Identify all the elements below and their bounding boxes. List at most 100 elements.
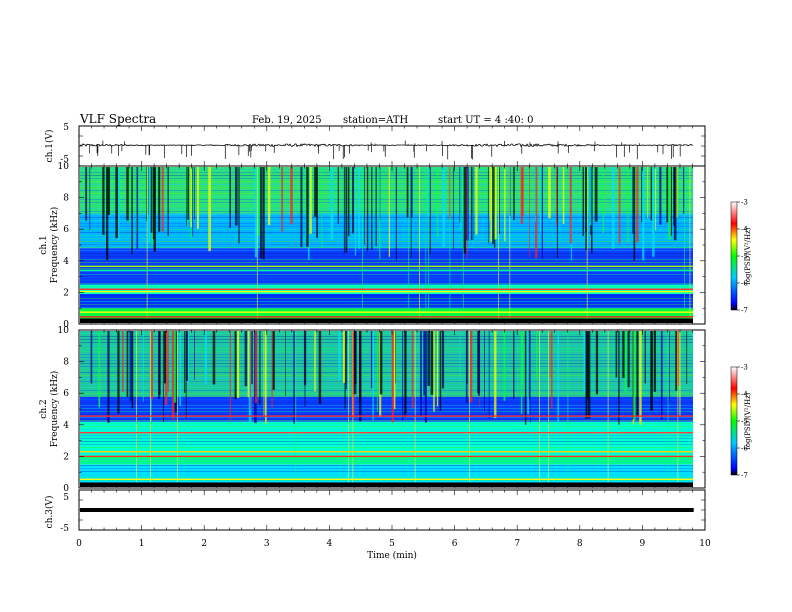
spectrogram-event xyxy=(666,167,669,223)
ch1-colorbar-gradient xyxy=(730,201,738,311)
spectrogram-event xyxy=(420,331,422,416)
spectrogram-texture xyxy=(80,268,693,269)
spectrogram-event xyxy=(379,331,383,395)
spectrogram-event xyxy=(585,167,587,251)
spectrogram-event xyxy=(372,331,374,421)
spectrogram-event-full xyxy=(256,167,258,320)
ch2-spectrogram-ticks xyxy=(78,329,706,489)
colorbar-tick-label: -5 xyxy=(741,253,748,261)
spectrogram-event xyxy=(591,167,593,254)
spectrogram-event xyxy=(490,167,493,242)
spectrogram-event xyxy=(527,331,530,415)
figure-title: VLF Spectra xyxy=(79,112,156,126)
spectrogram-event xyxy=(285,331,286,396)
spectrogram-event xyxy=(615,331,618,378)
spectrogram-event xyxy=(265,331,267,424)
ch2-spectrogram-panel: 0 2 4 6 8 10 ch.2 Frequency (kHz) xyxy=(39,326,706,494)
spectrogram-event xyxy=(117,331,120,414)
spectrogram-texture xyxy=(80,202,693,203)
spectrogram-event xyxy=(644,331,646,384)
spectrogram-ytick-label: 4 xyxy=(63,421,69,431)
ch1-spectrogram-ticks xyxy=(78,165,706,325)
spectrogram-event xyxy=(148,167,151,243)
spectrogram-event xyxy=(535,167,536,222)
spectrogram-event xyxy=(262,167,265,260)
spectrogram-dc-band xyxy=(80,318,693,323)
spectrogram-event xyxy=(627,167,629,243)
spectrogram-event xyxy=(290,167,293,225)
spectrogram-event xyxy=(375,167,377,246)
spectrogram-texture xyxy=(80,178,693,179)
spectrogram-texture xyxy=(80,459,693,460)
spectrogram-texture xyxy=(80,226,693,227)
spectrogram-event xyxy=(354,167,357,256)
spectrogram-event xyxy=(345,331,348,390)
spectrogram-event xyxy=(602,167,605,234)
spectrogram-line xyxy=(80,432,693,434)
spectrogram-event xyxy=(588,167,592,226)
spectrogram-event xyxy=(393,331,396,410)
spectrogram-event-full xyxy=(361,167,363,320)
spectrogram-event xyxy=(281,167,284,232)
spectrogram-event xyxy=(150,331,154,400)
spectrogram-event xyxy=(309,167,312,234)
spectrogram-event xyxy=(257,167,260,236)
spectrogram-event xyxy=(330,167,334,241)
spectrogram-texture xyxy=(80,229,693,230)
x-tick-label: 6 xyxy=(452,539,458,549)
spectrogram-event-full xyxy=(586,167,588,320)
spectrogram-texture xyxy=(80,426,693,427)
spectrogram-event xyxy=(647,167,649,219)
spectrogram-event xyxy=(489,167,491,221)
spectrogram-event xyxy=(89,167,91,230)
colorbar-tick-label: -3 xyxy=(741,364,748,372)
spectrogram-texture xyxy=(80,414,693,415)
spectrogram-event xyxy=(520,331,523,414)
x-tick-label: 9 xyxy=(640,539,646,549)
spectrogram-event xyxy=(146,167,147,222)
spectrogram-event xyxy=(395,167,397,261)
spectrogram-texture xyxy=(80,336,693,337)
spectrogram-event-full xyxy=(667,331,669,484)
spectrogram-event xyxy=(469,331,473,403)
spectrogram-event xyxy=(402,331,404,421)
ch1-spectrogram-channel-label: ch.1 xyxy=(39,235,49,254)
spectrogram-event xyxy=(204,331,207,385)
spectrogram-ytick-label: 0 xyxy=(63,320,69,330)
x-axis-label: Time (min) xyxy=(367,550,417,561)
spectrogram-texture xyxy=(80,333,693,334)
spectrogram-event xyxy=(131,167,133,255)
spectrogram-event xyxy=(251,331,253,385)
spectrogram-event xyxy=(642,167,645,261)
spectrogram-event-full xyxy=(428,167,429,320)
spectrogram-ytick-label: 6 xyxy=(63,225,69,235)
spectrogram-event-full xyxy=(348,331,350,484)
ch1-colorbar: -3 -4 -5 -6 -7 log(PSD)(V²/Hz) xyxy=(730,199,752,315)
spectrogram-texture xyxy=(80,304,693,305)
spectrogram-texture xyxy=(80,372,693,373)
spectrogram-event xyxy=(314,167,317,217)
colorbar-tick-label: -4 xyxy=(741,226,748,234)
spectrogram-texture xyxy=(80,187,693,188)
x-tick-label: 3 xyxy=(264,539,270,549)
spectrogram-texture xyxy=(80,301,693,302)
spectrogram-event xyxy=(359,331,361,402)
ch1-waveform-panel: 5 -5 ch.1(V) xyxy=(44,123,706,167)
spectrogram-event xyxy=(669,331,670,402)
colorbar-tick-label: -4 xyxy=(741,391,748,399)
spectrogram-ytick-label: 2 xyxy=(63,288,69,298)
spectrogram-event xyxy=(316,167,318,238)
spectrogram-event xyxy=(366,167,369,251)
spectrogram-event-full xyxy=(468,331,470,484)
spectrogram-event xyxy=(555,167,558,226)
spectrogram-event xyxy=(439,331,442,411)
spectrogram-event xyxy=(153,167,156,252)
spectrogram-event xyxy=(411,331,414,408)
spectrogram-event xyxy=(371,167,373,251)
spectrogram-event-full xyxy=(689,167,691,320)
spectrogram-texture xyxy=(80,313,693,314)
spectrogram-event xyxy=(585,331,588,419)
spectrogram-event xyxy=(338,331,341,380)
spectrogram-event xyxy=(300,167,303,248)
spectrogram-texture xyxy=(80,399,693,400)
